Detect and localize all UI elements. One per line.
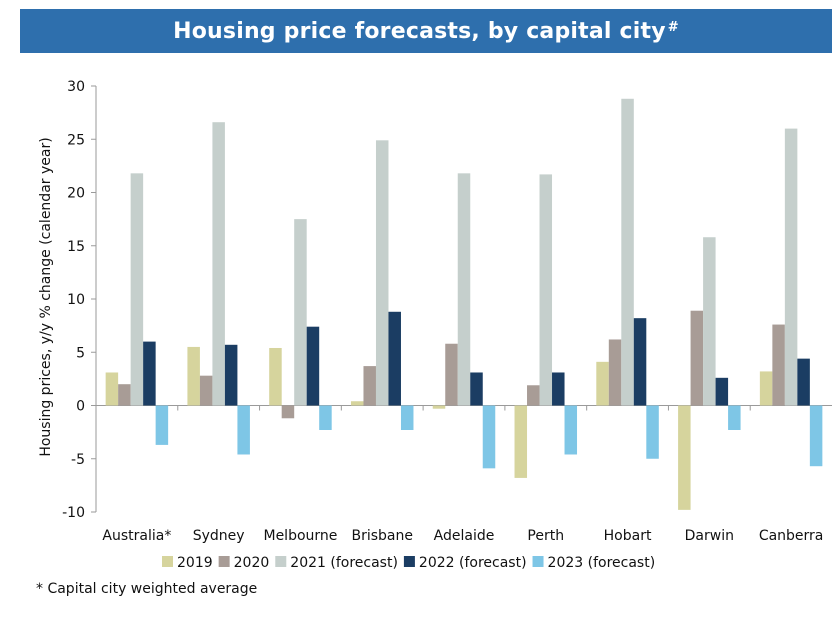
category-label: Darwin [685, 528, 734, 544]
bar [809, 405, 823, 467]
bar [432, 405, 446, 409]
chart-axes: -10 -5 0 5 10 15 20 25 30 [62, 79, 832, 521]
bar [621, 98, 634, 406]
legend-swatch [162, 556, 173, 567]
bar [457, 173, 471, 406]
bar [224, 344, 238, 406]
bar [363, 366, 376, 406]
legend-label: 2019 [177, 555, 213, 571]
y-tick-label: 20 [67, 186, 85, 202]
bar [564, 405, 578, 455]
bar [797, 358, 810, 406]
bar [199, 375, 213, 406]
bar [105, 372, 119, 406]
bar [690, 310, 704, 406]
bar [759, 371, 773, 406]
chart-title-bar: Housing price forecasts, by capital city… [20, 9, 832, 53]
y-tick-label: 15 [67, 239, 85, 255]
y-axis-label: Housing prices, y/y % change (calendar y… [38, 137, 54, 456]
category-label: Adelaide [434, 528, 495, 544]
bar [514, 405, 528, 478]
legend-swatch [403, 556, 415, 567]
bar [294, 219, 307, 406]
category-label: Hobart [604, 528, 652, 544]
category-label: Sydney [193, 528, 245, 544]
bar [552, 372, 565, 406]
bar [350, 401, 364, 406]
category-label: Perth [527, 528, 564, 544]
bar [400, 405, 414, 430]
legend-swatch [532, 556, 544, 567]
legend-label: 2021 (forecast) [290, 555, 398, 571]
bar [281, 405, 295, 419]
bar [715, 377, 729, 406]
legend-swatch [275, 556, 287, 567]
bar [143, 341, 156, 406]
y-tick-label: 10 [67, 292, 85, 308]
chart-title: Housing price forecasts, by capital city [173, 18, 666, 44]
category-label: Brisbane [351, 528, 413, 544]
chart-title-mark: # [667, 19, 679, 35]
bar [155, 405, 169, 445]
bar [633, 318, 647, 406]
bar [608, 339, 622, 406]
legend-label: 2022 (forecast) [419, 555, 527, 571]
legend-swatch [218, 556, 230, 567]
bar [445, 343, 458, 406]
legend-label: 2020 [234, 555, 270, 571]
bar [212, 122, 225, 406]
chart-bars [105, 98, 823, 510]
bar [375, 140, 389, 406]
bar [772, 324, 785, 406]
category-label: Australia* [102, 528, 171, 544]
y-tick-label: 30 [67, 79, 85, 95]
bar [269, 347, 282, 406]
bar [596, 361, 609, 406]
chart-legend: 2019 2020 2021 (forecast) 2022 (forecast) 20… [162, 555, 655, 571]
category-labels: Australia* Sydney Melbourne Brisbane Adelaid… [102, 528, 823, 544]
legend-label: 2023 (forecast) [548, 555, 656, 571]
bar [728, 405, 741, 430]
footnote: * Capital city weighted average [36, 581, 258, 597]
bar [482, 405, 496, 469]
y-tick-label: 25 [67, 132, 85, 148]
y-tick-label: -5 [71, 452, 85, 468]
y-tick-label: 5 [76, 345, 85, 361]
bar [784, 128, 798, 406]
bar [118, 384, 131, 406]
bar [130, 173, 144, 406]
bar [527, 385, 540, 406]
bar [470, 372, 483, 406]
bar [646, 405, 659, 459]
category-label: Melbourne [263, 528, 337, 544]
category-label: Canberra [759, 528, 824, 544]
bar [319, 405, 332, 430]
bar [703, 237, 716, 406]
y-tick-label: -10 [62, 505, 85, 521]
bar [678, 405, 691, 510]
bar [306, 326, 320, 406]
bar [539, 174, 553, 406]
bar [237, 405, 250, 455]
bar [388, 311, 401, 406]
bar [187, 346, 200, 406]
y-tick-label: 0 [76, 399, 85, 415]
